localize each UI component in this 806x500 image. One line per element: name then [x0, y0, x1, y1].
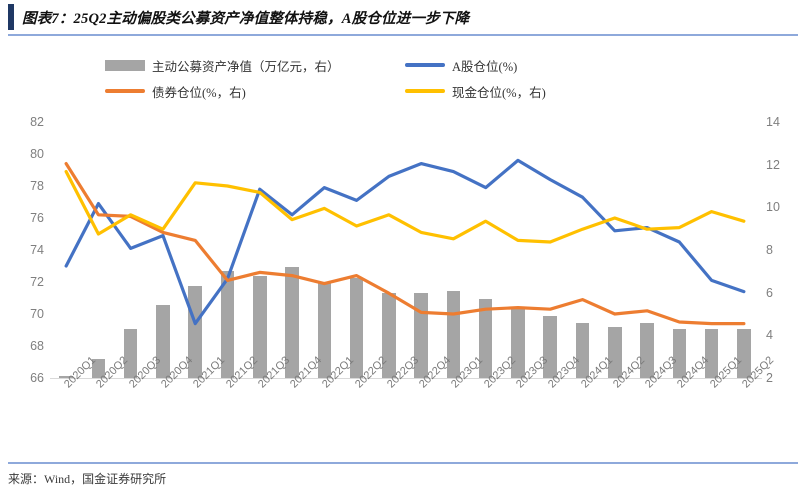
y-axis-left-tick: 74: [30, 243, 44, 257]
bar-2023Q3: [511, 307, 525, 378]
line-series-4472C4: [64, 158, 746, 326]
y-axis-left: 66 68 70 72 74 76 78 80 82: [0, 115, 44, 385]
footer-divider: [8, 462, 798, 464]
bar-2020Q4: [156, 305, 170, 378]
x-axis-baseline: [50, 378, 762, 379]
y-axis-left-tick: 70: [30, 307, 44, 321]
y-axis-right-tick: 12: [766, 157, 780, 172]
chart-title-bar: 图表7：25Q2主动偏股类公募资产净值整体持稳，A股仓位进一步下降: [0, 0, 806, 34]
bar-2022Q3: [382, 292, 396, 378]
x-axis-labels: 2020Q1 2020Q2 2020Q3 2020Q4 2021Q1 2021Q2 2021…: [50, 354, 776, 452]
y-axis-left-tick: 80: [30, 147, 44, 161]
bar-2021Q1: [188, 286, 202, 378]
bar-2024Q4: [672, 328, 687, 378]
page-title: 图表7：25Q2主动偏股类公募资产净值整体持稳，A股仓位进一步下降: [22, 10, 470, 27]
y-axis-left-tick: 66: [30, 371, 44, 385]
title-accent-bar: [8, 4, 14, 30]
legend-line-swatch-icon: [105, 89, 145, 93]
bar-2025Q1: [704, 328, 719, 378]
legend-item-bond-position: 债券仓位(%，右): [105, 80, 246, 102]
y-axis-left-tick: 82: [30, 115, 44, 129]
y-axis-right-tick: 14: [766, 115, 780, 129]
bar-2021Q2: [220, 271, 235, 378]
y-axis-right: 2 4 6 8 10 12 14: [766, 115, 806, 385]
y-axis-left-tick: 76: [30, 211, 44, 225]
source-note: 来源：Wind，国金证券研究所: [8, 472, 167, 486]
bar-2025Q2: [737, 328, 751, 378]
y-axis-right-tick: 10: [766, 200, 780, 215]
bar-2023Q4: [543, 316, 557, 378]
bar-2022Q2: [349, 277, 364, 378]
bar-2023Q2: [478, 299, 493, 378]
legend-label: 现金仓位(%，右): [452, 85, 546, 100]
legend-line-swatch-icon: [405, 89, 445, 93]
chart-legend: 主动公募资产净值（万亿元，右） A股仓位(%) 债券仓位(%，右) 现金仓位(%…: [105, 54, 665, 102]
bar-2020Q2: [91, 358, 106, 378]
y-axis-left-tick: 72: [30, 275, 44, 289]
legend-bar-swatch-icon: [105, 59, 145, 71]
bar-2021Q3: [252, 275, 267, 378]
y-axis-right-tick: 6: [766, 285, 773, 300]
y-axis-left-tick: 78: [30, 179, 44, 193]
legend-item-a-share-position: A股仓位(%): [405, 54, 517, 76]
line-series-ED7D31: [64, 161, 746, 326]
legend-label: A股仓位(%): [452, 59, 518, 74]
legend-line-swatch-icon: [405, 63, 445, 67]
y-axis-left-tick: 68: [30, 339, 44, 353]
legend-item-net-asset: 主动公募资产净值（万亿元，右）: [105, 54, 340, 76]
bar-2020Q3: [123, 328, 138, 378]
chart-plot-wrapper: 66 68 70 72 74 76 78 80 82 2 4 6 8 10 12 14: [0, 108, 806, 393]
bar-2024Q2: [607, 326, 622, 378]
bar-2022Q1: [317, 282, 332, 378]
legend-label: 债券仓位(%，右): [152, 85, 246, 100]
line-series-layer: [64, 158, 746, 326]
bar-2021Q4: [285, 267, 299, 378]
bar-2020Q1: [59, 375, 73, 378]
legend-label: 主动公募资产净值（万亿元，右）: [152, 59, 340, 74]
bar-2024Q3: [640, 322, 654, 378]
bar-2024Q1: [575, 322, 590, 378]
line-series-FFC000: [64, 169, 746, 244]
plot-area: [50, 122, 760, 378]
y-axis-right-tick: 2: [766, 371, 773, 385]
y-axis-right-tick: 8: [766, 243, 773, 257]
y-axis-right-tick: 4: [766, 328, 773, 343]
title-divider: [8, 34, 798, 36]
legend-item-cash-position: 现金仓位(%，右): [405, 80, 546, 102]
